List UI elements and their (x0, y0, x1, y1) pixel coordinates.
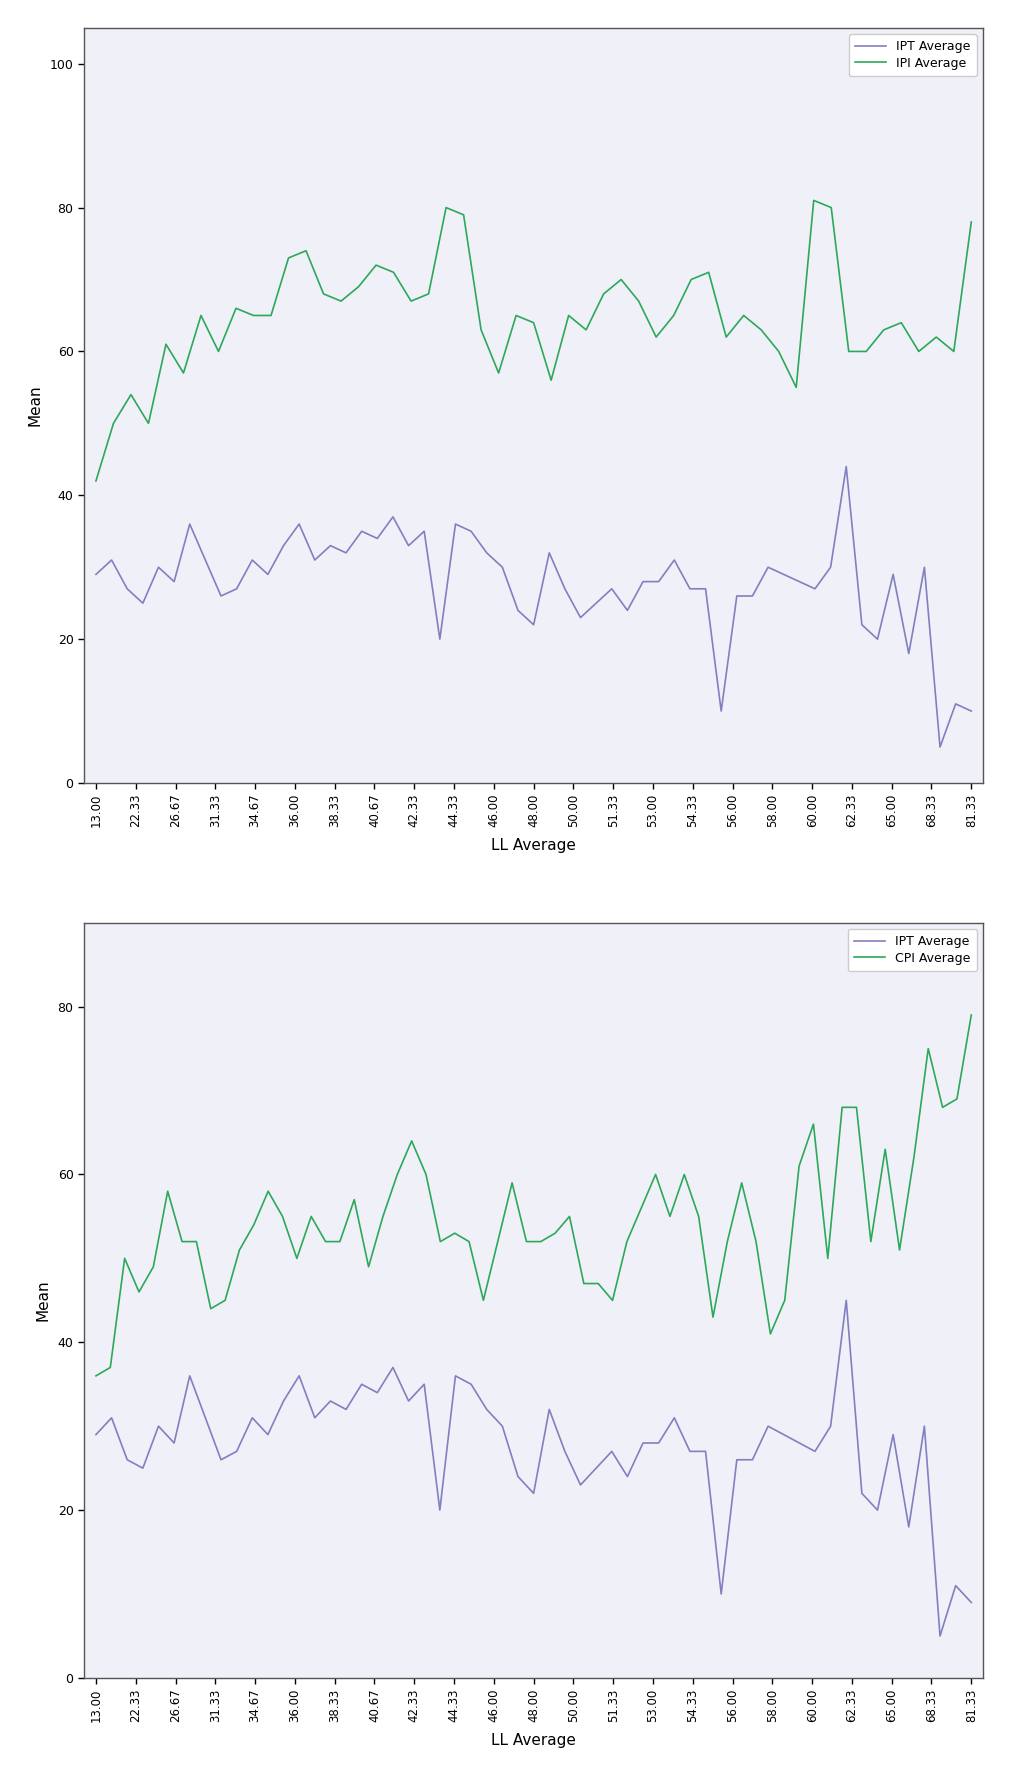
IPT Average (700, 1440, 712, 1462)
IPT Average (465, 520, 477, 542)
CPI Average (850, 1096, 862, 1117)
Line: CPI Average: CPI Average (96, 1016, 972, 1376)
CPI Average (951, 1089, 963, 1110)
Legend: IPT Average, IPI Average: IPT Average, IPI Average (849, 34, 977, 76)
IPI Average (720, 327, 732, 348)
IPT Average (136, 1458, 149, 1479)
IPT Average (934, 737, 946, 758)
CPI Average (162, 1181, 174, 1202)
Y-axis label: Mean: Mean (35, 1279, 51, 1321)
Legend: IPT Average, CPI Average: IPT Average, CPI Average (848, 929, 977, 971)
IPI Average (353, 275, 365, 297)
IPT Average (700, 579, 712, 600)
IPI Average (947, 341, 959, 362)
IPT Average (121, 1449, 133, 1471)
CPI Average (621, 1231, 633, 1252)
IPT Average (683, 579, 696, 600)
IPT Average (90, 563, 102, 584)
IPT Average (966, 700, 978, 721)
CPI Average (90, 1366, 102, 1387)
CPI Average (966, 1005, 978, 1027)
IPT Average (325, 535, 337, 556)
IPT Average (683, 1440, 696, 1462)
Line: IPI Average: IPI Average (96, 201, 972, 481)
IPI Average (370, 254, 382, 275)
IPT Average (840, 1289, 852, 1311)
IPT Average (465, 1373, 477, 1394)
IPT Average (121, 579, 133, 600)
IPT Average (90, 1424, 102, 1446)
IPI Average (808, 190, 820, 211)
IPI Average (966, 211, 978, 233)
X-axis label: LL Average: LL Average (491, 1733, 576, 1748)
IPT Average (966, 1591, 978, 1613)
IPI Average (667, 305, 679, 327)
Line: IPT Average: IPT Average (96, 1300, 972, 1636)
IPT Average (136, 593, 149, 614)
IPT Average (840, 456, 852, 478)
CPI Average (262, 1181, 274, 1202)
IPI Average (90, 471, 102, 492)
IPI Average (282, 247, 294, 268)
Y-axis label: Mean: Mean (27, 385, 42, 426)
CPI Average (319, 1231, 332, 1252)
Line: IPT Average: IPT Average (96, 467, 972, 748)
IPT Average (934, 1625, 946, 1646)
IPT Average (325, 1391, 337, 1412)
X-axis label: LL Average: LL Average (491, 838, 576, 852)
